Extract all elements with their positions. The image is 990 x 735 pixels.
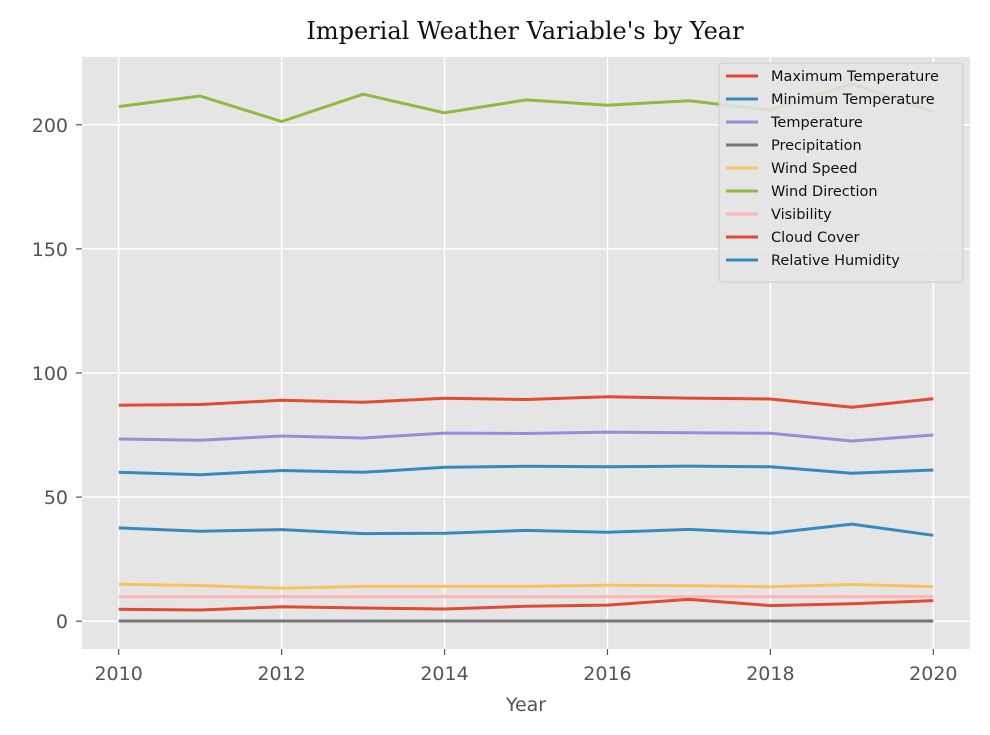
legend-label: Maximum Temperature [771,69,939,85]
tick-labels: 2010 2012 2014 2016 2018 2020 0 50 100 150 200 [32,115,958,685]
y-tick-label: 200 [32,115,68,137]
legend-label: Cloud Cover [771,230,860,246]
x-tick-label: 2016 [583,663,631,685]
y-tick-label: 50 [44,487,68,509]
series-line-8 [118,522,934,537]
legend-label: Precipitation [771,138,862,154]
x-tick-label: 2012 [257,663,305,685]
y-tick-label: 100 [32,363,68,385]
legend-box [718,62,964,283]
series-line-7 [118,597,934,612]
legend-label: Wind Direction [771,184,878,200]
series-line-0 [118,395,934,409]
x-tick-label: 2014 [420,663,468,685]
y-tick-label: 150 [32,239,68,261]
legend-label: Temperature [770,115,863,131]
y-tick-label: 0 [56,611,68,633]
legend-label: Wind Speed [771,161,858,177]
x-tick-label: 2020 [909,663,957,685]
series-line-4 [118,582,934,590]
chart-title: Imperial Weather Variable's by Year [306,17,744,45]
legend-label: Visibility [771,207,832,223]
series-line-2 [118,430,934,443]
legend-label: Relative Humidity [771,253,900,269]
legend-label: Minimum Temperature [771,92,935,108]
x-axis-label: Year [505,694,546,716]
series-line-1 [118,464,934,477]
series-lines [118,82,934,623]
x-tick-label: 2018 [746,663,794,685]
legend: Maximum Temperature Minimum Temperature Te… [718,62,964,283]
x-tick-label: 2010 [94,663,142,685]
